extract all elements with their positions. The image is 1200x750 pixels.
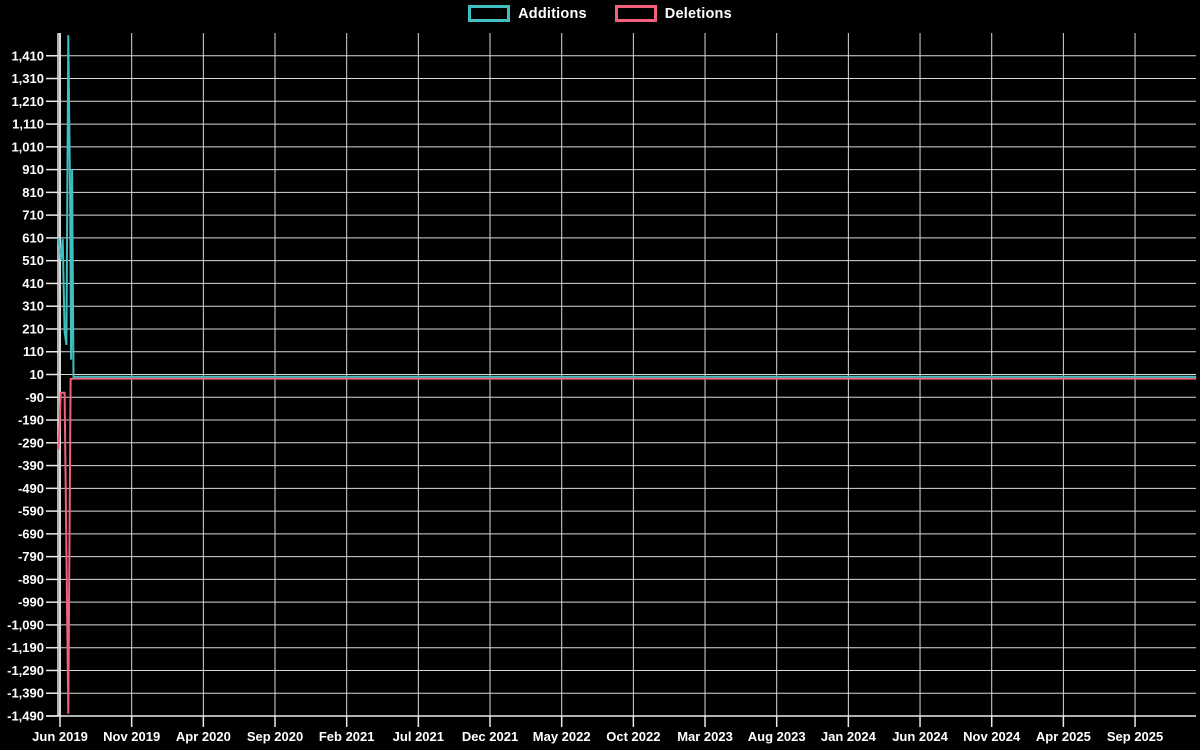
x-tick-labels: Jun 2019 Nov 2019 Apr 2020 Sep 2020 Feb 2021… <box>32 729 1163 744</box>
x-tick-label: Jun 2024 <box>892 729 948 744</box>
y-gridlines <box>58 55 1196 717</box>
x-tick-label: Sep 2020 <box>247 729 303 744</box>
x-tick-marks <box>59 716 1136 727</box>
x-tick-label: Dec 2021 <box>462 729 518 744</box>
x-gridlines <box>59 33 1136 716</box>
additions-swatch-icon <box>468 5 511 22</box>
x-tick-label: Feb 2021 <box>319 729 375 744</box>
deletions-swatch-icon <box>614 5 657 22</box>
y-tick-marks <box>46 55 58 717</box>
y-tick-label: -1,290 <box>7 663 44 678</box>
additions-legend-label: Additions <box>518 5 587 22</box>
y-tick-label: -490 <box>18 481 44 496</box>
x-tick-label: Apr 2025 <box>1036 729 1091 744</box>
y-tick-label: -1,390 <box>7 686 44 701</box>
y-tick-label: 310 <box>22 299 44 314</box>
y-tick-label: 1,410 <box>11 48 44 63</box>
y-tick-label: -190 <box>18 413 44 428</box>
x-tick-label: Nov 2024 <box>963 729 1021 744</box>
y-tick-label: 1,210 <box>11 94 44 109</box>
chart-legend: Additions Deletions <box>0 5 1200 22</box>
y-tick-label: -390 <box>18 458 44 473</box>
y-tick-label: -1,090 <box>7 617 44 632</box>
x-tick-label: Sep 2025 <box>1107 729 1163 744</box>
deletions-legend-label: Deletions <box>664 5 732 22</box>
additions-line <box>57 35 1197 378</box>
y-tick-label: -290 <box>18 435 44 450</box>
y-tick-label: 110 <box>23 344 44 359</box>
y-tick-label: 1,310 <box>11 71 44 86</box>
x-tick-label: Aug 2023 <box>748 729 806 744</box>
x-tick-label: Jan 2024 <box>821 729 877 744</box>
y-tick-label: 710 <box>22 208 44 223</box>
x-tick-label: Mar 2023 <box>677 729 733 744</box>
y-tick-labels: 1,410 1,310 1,210 1,110 1,010 910 810 710 610 510… <box>7 48 44 723</box>
y-tick-label: -690 <box>18 526 44 541</box>
legend-item-deletions[interactable]: Deletions <box>614 5 732 22</box>
y-tick-label: -890 <box>18 572 44 587</box>
y-tick-label: -90 <box>25 390 44 405</box>
x-tick-label: Nov 2019 <box>103 729 160 744</box>
y-tick-label: 1,010 <box>11 139 44 154</box>
x-tick-label: Oct 2022 <box>606 729 660 744</box>
x-tick-label: Jul 2021 <box>393 729 444 744</box>
y-tick-label: 10 <box>30 367 44 382</box>
y-tick-label: 510 <box>22 253 44 268</box>
y-tick-label: 810 <box>22 185 44 200</box>
y-tick-label: 1,110 <box>12 117 44 132</box>
y-tick-label: -1,190 <box>7 640 44 655</box>
y-tick-label: 210 <box>22 321 44 336</box>
y-tick-label: -790 <box>18 549 44 564</box>
y-tick-label: -990 <box>18 595 44 610</box>
y-tick-label: -1,490 <box>7 709 44 724</box>
legend-item-additions[interactable]: Additions <box>468 5 587 22</box>
x-tick-label: Apr 2020 <box>176 729 231 744</box>
y-tick-label: 610 <box>22 230 44 245</box>
y-tick-label: -590 <box>18 504 44 519</box>
y-tick-label: 410 <box>22 276 44 291</box>
deletions-line <box>57 377 1197 714</box>
x-tick-label: Jun 2019 <box>32 729 88 744</box>
x-tick-label: May 2022 <box>533 729 591 744</box>
y-tick-label: 910 <box>22 162 44 177</box>
